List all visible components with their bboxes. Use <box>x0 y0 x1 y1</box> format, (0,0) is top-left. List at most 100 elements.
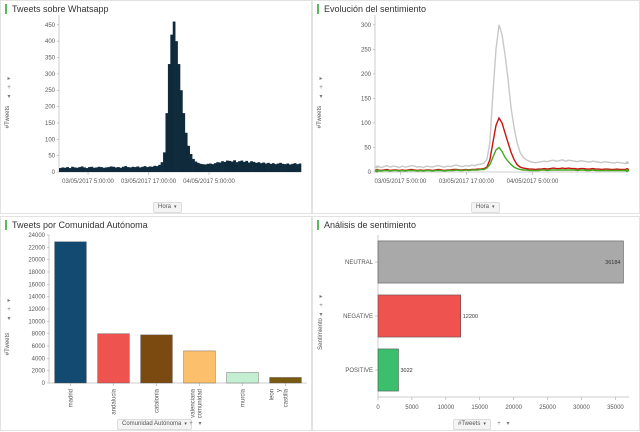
histogram-bar <box>73 167 77 172</box>
histogram-bar <box>247 162 251 172</box>
axis-dropdown-control[interactable]: ▾ <box>7 94 11 100</box>
series-line <box>374 146 629 172</box>
y-tick-label: 200 <box>361 72 372 78</box>
histogram-bar <box>153 165 157 172</box>
histogram-bar <box>117 167 120 172</box>
x-tick-label: catalonia <box>155 388 161 413</box>
x-axis-control[interactable]: #Tweets ▾ <box>453 419 491 430</box>
histogram-bar <box>225 160 229 172</box>
axis-add-control[interactable]: + <box>7 85 11 91</box>
chart-tweets-whatsapp: 0 50 100 150 200 250 300 350 400 450 03/05/2017 5:… <box>45 15 302 185</box>
x-axis-add-control[interactable]: + <box>497 421 501 427</box>
y-tick-label: 6000 <box>32 344 46 350</box>
bar-neutral <box>377 240 624 284</box>
histogram-bar <box>211 164 215 172</box>
bar-murcia <box>226 372 259 384</box>
histogram-bar <box>160 162 164 172</box>
histogram-bar <box>213 163 217 172</box>
axis-expand-control[interactable]: ▸ <box>319 294 323 300</box>
histogram-bar <box>83 167 86 172</box>
histogram-bar <box>230 161 234 172</box>
histogram-bar <box>199 163 203 172</box>
y-tick-label: 450 <box>45 23 56 29</box>
x-tick-label: 25000 <box>539 405 556 411</box>
histogram-bar <box>112 166 115 172</box>
histogram-bar <box>124 166 128 172</box>
histogram-bar <box>271 163 275 172</box>
x-tick-label: 15000 <box>471 405 488 411</box>
axis-dropdown-control[interactable]: ▾ <box>7 316 11 322</box>
y-tick-label: 50 <box>364 145 371 151</box>
x-axis-label: Hora <box>476 204 490 210</box>
histogram-bar <box>78 167 82 172</box>
panel-sentiment-analysis: Análisis de sentimiento ▸ + ▾ Sentimient… <box>312 216 640 431</box>
histogram-bar <box>262 162 265 172</box>
series-end-point <box>625 161 629 165</box>
x-tick-label: valenciana <box>191 388 197 417</box>
y-tick-label: 400 <box>45 39 56 45</box>
x-tick-label: 30000 <box>573 405 590 411</box>
axis-add-control[interactable]: + <box>319 85 323 91</box>
y-tick-label: 16000 <box>28 282 45 288</box>
x-tick-label: 35000 <box>607 405 624 411</box>
histogram-bar <box>150 166 154 172</box>
y-tick-label: 24000 <box>28 233 45 239</box>
histogram-bar <box>293 163 297 172</box>
histogram-bar <box>71 166 74 172</box>
histogram-bar <box>121 166 125 172</box>
chevron-down-icon: ▾ <box>184 421 187 427</box>
histogram-bar <box>221 161 224 172</box>
y-tick-label: 350 <box>45 56 56 62</box>
histogram-bar <box>141 166 144 172</box>
histogram-bar <box>66 167 69 172</box>
y-tick-label: 20000 <box>28 258 45 264</box>
axis-add-control[interactable]: + <box>319 303 323 309</box>
bar-catalonia <box>140 334 173 384</box>
y-tick-label: 250 <box>361 47 372 53</box>
histogram-bar <box>284 164 287 172</box>
histogram-bar <box>296 164 299 172</box>
histogram-bar <box>119 167 123 172</box>
x-axis-control[interactable]: Comunidad Autónoma ▾ <box>117 419 192 430</box>
x-axis-add-control[interactable]: + <box>189 421 193 427</box>
histogram-bar <box>131 166 135 172</box>
x-axis-control[interactable]: Hora ▾ <box>153 202 182 213</box>
chart-sentiment-analysis: 0 5000 10000 15000 20000 25000 30000 35000 NEUTR… <box>343 235 629 411</box>
axis-expand-control[interactable]: ▸ <box>7 298 11 304</box>
y-tick-label: 100 <box>361 121 372 127</box>
histogram-bar <box>177 64 181 172</box>
histogram-bar <box>109 166 113 172</box>
histogram-bar <box>170 34 174 172</box>
panel-tweets-region: Tweets por Comunidad Autónoma ▸ + ▾ #Twe… <box>0 216 312 431</box>
chart-tweets-region: 0 2000 4000 6000 8000 10000 12000 14000 16000 180… <box>28 233 307 418</box>
x-tick-label: 5000 <box>405 405 419 411</box>
x-axis-dropdown-control[interactable]: ▾ <box>506 421 510 427</box>
y-tick-label: 0 <box>52 170 56 176</box>
histogram-bar <box>167 64 171 172</box>
histogram-bar <box>104 167 108 172</box>
y-tick-label: 150 <box>45 121 56 127</box>
histogram-bar <box>146 167 149 172</box>
histogram-bar <box>187 145 190 172</box>
axis-expand-control[interactable]: ▸ <box>7 76 11 82</box>
chevron-down-icon: ▾ <box>492 204 495 210</box>
y-tick-label: 4000 <box>32 356 46 362</box>
y-tick-label: 22000 <box>28 245 45 251</box>
y-tick-label: NEUTRAL <box>345 260 374 266</box>
histogram-bar <box>245 160 249 172</box>
axis-add-control[interactable]: + <box>7 307 11 313</box>
bar-positive <box>377 348 399 392</box>
chart-sentiment-evolution: 0 50 100 150 200 250 300 03/05/2017 5:00:00 03/0… <box>361 15 630 185</box>
y-tick-label: POSITIVE <box>345 368 373 374</box>
histogram-bar <box>274 164 278 172</box>
bar-comunidad-valenciana <box>183 350 216 384</box>
x-axis-dropdown-control[interactable]: ▾ <box>198 421 202 427</box>
y-tick-label: 0 <box>42 381 46 387</box>
x-axis-control[interactable]: Hora ▾ <box>471 202 500 213</box>
histogram-bar <box>68 168 72 172</box>
histogram-bar <box>80 166 84 172</box>
axis-dropdown-control[interactable]: ▾ <box>319 312 323 318</box>
axis-dropdown-control[interactable]: ▾ <box>319 94 323 100</box>
histogram-bar <box>102 167 106 172</box>
axis-expand-control[interactable]: ▸ <box>319 76 323 82</box>
